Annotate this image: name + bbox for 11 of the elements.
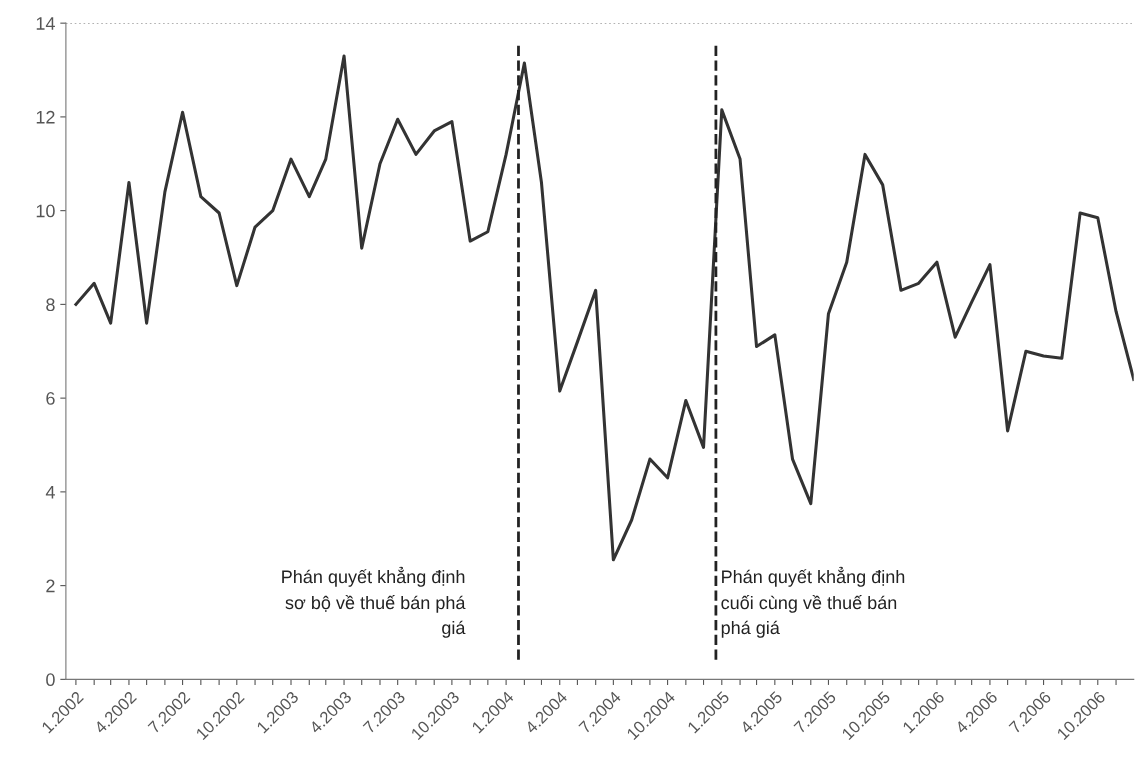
ref-line-label: Phán quyết khẳng định cuối cùng về thuế bán phá giá — [721, 566, 905, 638]
line-series — [74, 54, 1134, 562]
y-tick-label: 6 — [46, 392, 55, 405]
y-tick-label: 0 — [46, 673, 55, 687]
y-tick-label: 4 — [45, 485, 55, 499]
y-tick-label: 8 — [46, 298, 55, 312]
ref-line-label: Phán quyết khẳng định sơ bộ về thuế bán phá giá — [282, 566, 466, 638]
y-tick-label: 14 — [36, 17, 55, 30]
y-tick-label: 12 — [36, 110, 55, 124]
y-tick-label: 2 — [46, 579, 55, 593]
y-tick-label: 10 — [36, 204, 55, 218]
